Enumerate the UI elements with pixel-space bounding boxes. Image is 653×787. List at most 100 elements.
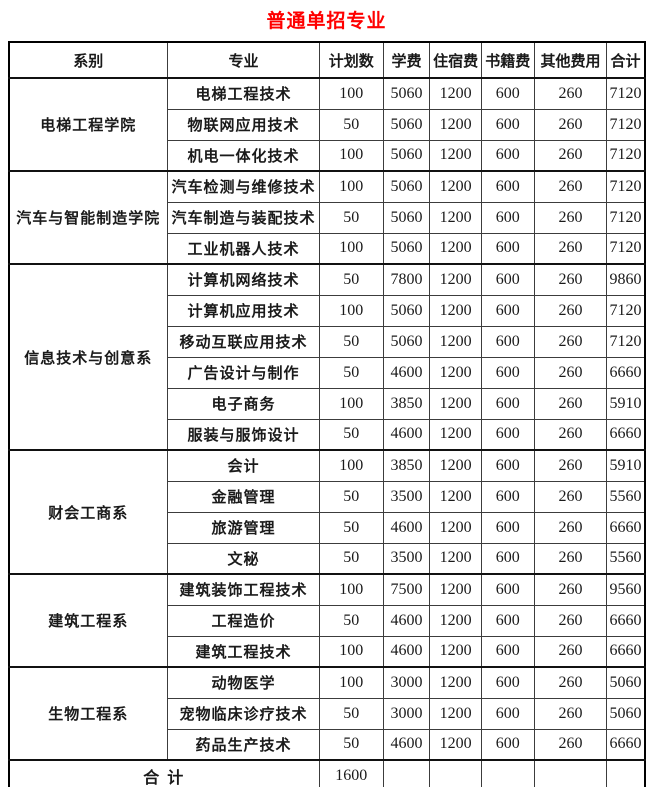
tuition-cell: 3850: [382, 449, 431, 482]
dept-cell: 生物工程系: [8, 666, 168, 761]
major-cell: 工程造价: [167, 604, 320, 637]
header-accommodation-fee: 住宿费: [429, 41, 482, 79]
accommodation-fee-cell: 1200: [429, 232, 482, 265]
accommodation-fee-cell: 1200: [429, 728, 482, 761]
book-fee-cell: 600: [480, 418, 535, 451]
tuition-cell: 4600: [382, 356, 431, 389]
tuition-cell: 5060: [382, 232, 431, 265]
total-cell: 9860: [606, 263, 645, 296]
other-fee-cell: 260: [533, 418, 608, 451]
book-fee-cell: 600: [480, 480, 535, 513]
table-row: 建筑工程技术 100 4600 1200 600 260 6660: [9, 635, 645, 668]
header-book-fee: 书籍费: [480, 41, 535, 79]
accommodation-fee-cell: 1200: [429, 511, 482, 544]
accommodation-fee-cell: 1200: [429, 263, 482, 296]
total-cell: 7120: [606, 325, 645, 358]
tuition-cell: 5060: [382, 201, 431, 234]
total-cell: 6660: [606, 604, 645, 637]
tuition-cell: 3000: [382, 666, 431, 699]
major-cell: 药品生产技术: [167, 728, 320, 761]
tuition-cell: 3500: [382, 542, 431, 575]
other-fee-cell: 260: [533, 666, 608, 699]
other-fee-cell: 260: [533, 77, 608, 110]
other-fee-cell: 260: [533, 511, 608, 544]
empty-cell: [480, 759, 535, 787]
book-fee-cell: 600: [480, 170, 535, 203]
accommodation-fee-cell: 1200: [429, 635, 482, 668]
book-fee-cell: 600: [480, 697, 535, 730]
other-fee-cell: 260: [533, 635, 608, 668]
other-fee-cell: 260: [533, 201, 608, 234]
major-cell: 服装与服饰设计: [167, 418, 320, 451]
plan-cell: 50: [318, 418, 384, 451]
plan-cell: 50: [318, 480, 384, 513]
plan-cell: 100: [318, 232, 384, 265]
empty-cell: [382, 759, 431, 787]
total-cell: 7120: [606, 108, 645, 141]
header-plan-count: 计划数: [318, 41, 384, 79]
other-fee-cell: 260: [533, 294, 608, 327]
table-row: 计算机应用技术 100 5060 1200 600 260 7120: [9, 294, 645, 327]
total-cell: 6660: [606, 728, 645, 761]
table-row: 机电一体化技术 100 5060 1200 600 260 7120: [9, 139, 645, 172]
book-fee-cell: 600: [480, 387, 535, 420]
tuition-cell: 5060: [382, 294, 431, 327]
table-row: 汽车与智能制造学院 汽车检测与维修技术 100 5060 1200 600 26…: [8, 170, 645, 265]
plan-cell: 50: [318, 604, 384, 637]
plan-cell: 50: [318, 263, 384, 296]
tuition-cell: 5060: [382, 108, 431, 141]
header-other-fee: 其他费用: [533, 41, 608, 79]
plan-cell: 50: [318, 511, 384, 544]
table-row: 服装与服饰设计 50 4600 1200 600 260 6660: [9, 418, 645, 451]
plan-cell: 100: [318, 170, 384, 203]
other-fee-cell: 260: [533, 604, 608, 637]
tuition-cell: 3850: [382, 387, 431, 420]
book-fee-cell: 600: [480, 201, 535, 234]
major-cell: 汽车检测与维修技术: [167, 170, 320, 203]
total-cell: 5910: [606, 449, 645, 482]
major-cell: 物联网应用技术: [167, 108, 320, 141]
dept-cell: 信息技术与创意系: [8, 263, 168, 451]
book-fee-cell: 600: [480, 511, 535, 544]
plan-cell: 50: [318, 325, 384, 358]
table-row: 汽车制造与装配技术 50 5060 1200 600 260 7120: [9, 201, 645, 234]
dept-cell: 建筑工程系: [8, 573, 168, 668]
tuition-cell: 4600: [382, 728, 431, 761]
book-fee-cell: 600: [480, 294, 535, 327]
tuition-cell: 5060: [382, 325, 431, 358]
tuition-cell: 7800: [382, 263, 431, 296]
book-fee-cell: 600: [480, 728, 535, 761]
major-cell: 动物医学: [167, 666, 320, 699]
plan-cell: 50: [318, 728, 384, 761]
table-row: 工程造价 50 4600 1200 600 260 6660: [9, 604, 645, 637]
other-fee-cell: 260: [533, 232, 608, 265]
book-fee-cell: 600: [480, 542, 535, 575]
book-fee-cell: 600: [480, 449, 535, 482]
table-row: 物联网应用技术 50 5060 1200 600 260 7120: [9, 108, 645, 141]
major-cell: 计算机网络技术: [167, 263, 320, 296]
tuition-cell: 4600: [382, 418, 431, 451]
total-cell: 5910: [606, 387, 645, 420]
page-title: 普通单招专业: [266, 11, 387, 32]
plan-cell: 50: [318, 697, 384, 730]
plan-cell: 100: [318, 666, 384, 699]
table-row: 财会工商系 会计 100 3850 1200 600 260 5910: [8, 449, 645, 575]
major-cell: 宠物临床诊疗技术: [167, 697, 320, 730]
accommodation-fee-cell: 1200: [429, 449, 482, 482]
table-row: 工业机器人技术 100 5060 1200 600 260 7120: [9, 232, 645, 265]
total-cell: 6660: [606, 635, 645, 668]
major-cell: 金融管理: [167, 480, 320, 513]
total-cell: 5560: [606, 542, 645, 575]
other-fee-cell: 260: [533, 325, 608, 358]
accommodation-fee-cell: 1200: [429, 604, 482, 637]
plan-cell: 100: [318, 635, 384, 668]
major-cell: 移动互联应用技术: [167, 325, 320, 358]
major-cell: 会计: [167, 449, 320, 482]
total-cell: 7120: [606, 170, 645, 203]
tuition-cell: 5060: [382, 77, 431, 110]
tuition-cell: 3500: [382, 480, 431, 513]
table-row: 生物工程系 动物医学 100 3000 1200 600 260 5060: [8, 666, 645, 761]
total-cell: 6660: [606, 511, 645, 544]
tuition-cell: 5060: [382, 170, 431, 203]
empty-cell: [429, 759, 482, 787]
